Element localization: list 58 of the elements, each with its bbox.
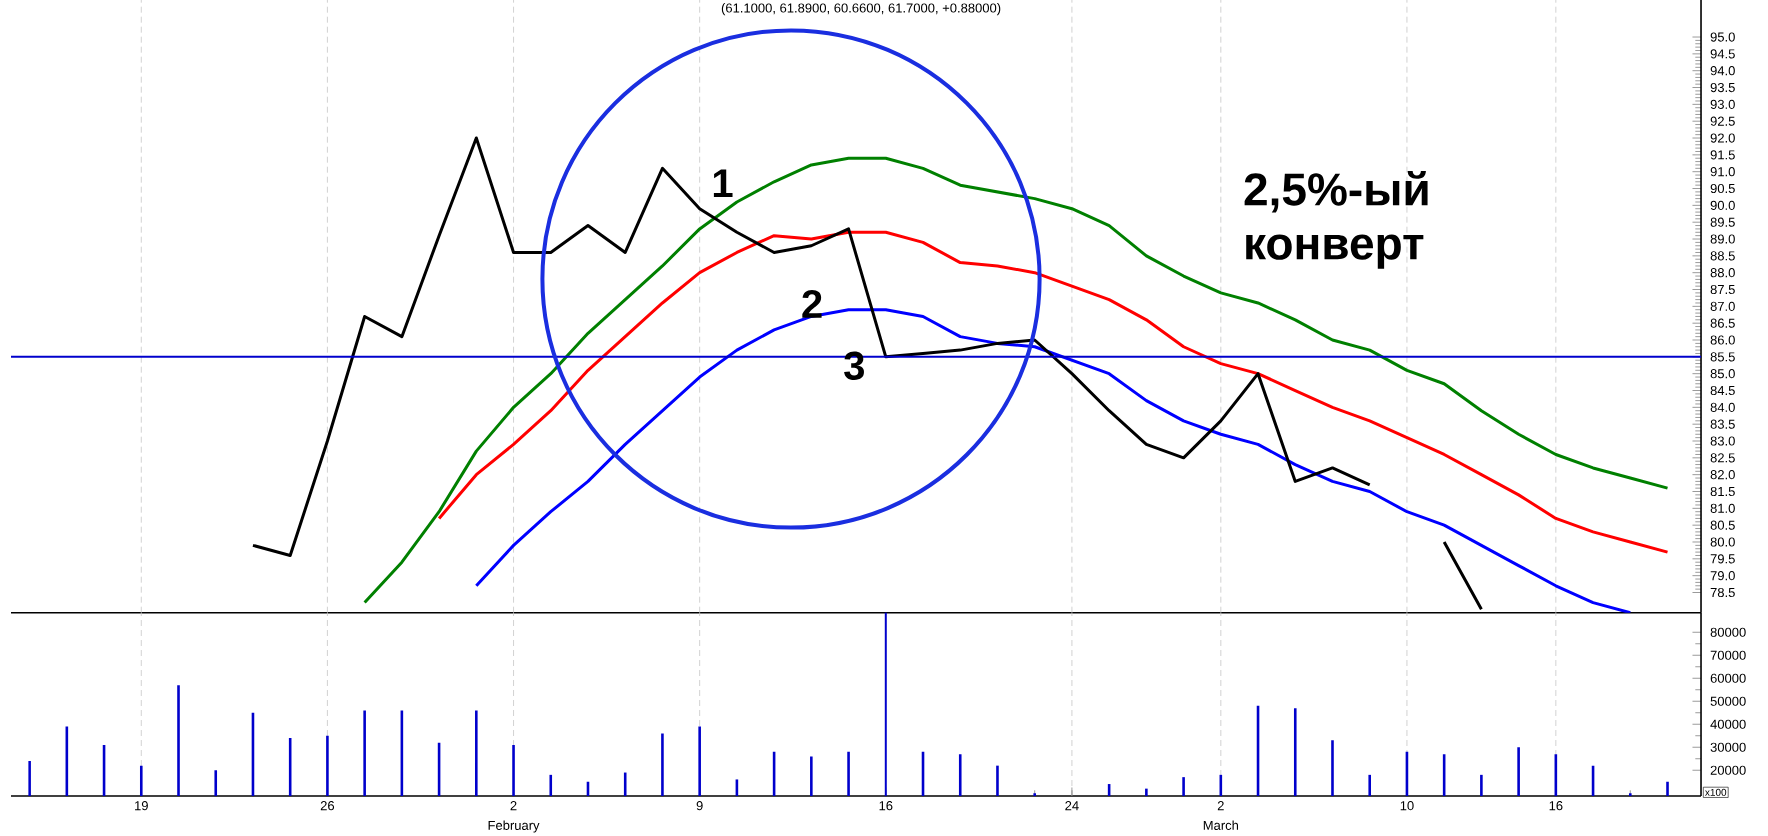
text: x100 bbox=[1705, 788, 1727, 796]
text: March bbox=[1203, 820, 1239, 830]
y-tick-label: 82.0 bbox=[1710, 470, 1735, 480]
y-tick-label: 86.5 bbox=[1710, 318, 1735, 328]
y-tick-label: 86.0 bbox=[1710, 335, 1735, 345]
y-tick-label: 91.0 bbox=[1710, 167, 1735, 177]
annotation: 2 bbox=[802, 289, 822, 318]
y-tick-label: 81.0 bbox=[1710, 503, 1735, 513]
x-tick-label: 9 bbox=[696, 801, 703, 811]
y-tick-label: 80.5 bbox=[1710, 520, 1735, 530]
y-tick-label: 81.5 bbox=[1710, 486, 1735, 497]
y-tick-label: 50000 bbox=[1710, 696, 1746, 706]
y-tick-label: 89.5 bbox=[1710, 217, 1735, 227]
y-tick-label: 79.5 bbox=[1710, 554, 1735, 564]
y-tick-label: 94.5 bbox=[1710, 49, 1735, 59]
y-tick-label: 88.5 bbox=[1710, 251, 1735, 261]
y-tick-label: 84.0 bbox=[1710, 402, 1735, 412]
y-tick-label: 93.0 bbox=[1710, 99, 1735, 109]
y-tick-label: 91.5 bbox=[1710, 150, 1735, 160]
y-tick-label: 30000 bbox=[1710, 742, 1746, 752]
x-tick-label: 10 bbox=[1400, 801, 1414, 811]
y-tick-label: 70000 bbox=[1710, 650, 1746, 660]
y-tick-label: 60000 bbox=[1710, 673, 1746, 683]
y-tick-label: 85.5 bbox=[1710, 352, 1735, 362]
y-tick-label: 20000 bbox=[1710, 765, 1746, 775]
y-tick-label: 40000 bbox=[1710, 719, 1746, 729]
x-tick-label: 24 bbox=[1065, 801, 1079, 811]
y-tick-label: 88.0 bbox=[1710, 268, 1735, 278]
annotation: 2,5%-ый конверт bbox=[1244, 171, 1428, 269]
y-tick-label: 89.0 bbox=[1710, 234, 1735, 244]
y-tick-label: 90.5 bbox=[1710, 183, 1735, 194]
y-tick-label: 78.5 bbox=[1710, 587, 1735, 598]
y-tick-label: 82.5 bbox=[1710, 453, 1735, 463]
y-tick-label: 80.0 bbox=[1710, 537, 1735, 547]
x-tick-label: 26 bbox=[320, 801, 335, 811]
y-tick-label: 92.0 bbox=[1710, 133, 1735, 143]
y-tick-label: 93.5 bbox=[1710, 82, 1735, 93]
y-tick-label: 95.0 bbox=[1710, 32, 1735, 42]
chart-title: (61.1000, 61.8900, 60.6600, 61.7000, +0.88000) bbox=[721, 3, 1001, 16]
y-tick-label: 79.0 bbox=[1710, 571, 1735, 581]
y-tick-label: 80000 bbox=[1710, 627, 1746, 637]
text: February bbox=[488, 820, 540, 833]
y-tick-label: 92.5 bbox=[1710, 116, 1735, 126]
x-tick-label: 16 bbox=[879, 801, 893, 811]
y-tick-label: 83.5 bbox=[1710, 419, 1735, 429]
annotation: 3 bbox=[844, 351, 864, 380]
y-tick-label: 94.0 bbox=[1710, 66, 1735, 76]
x-tick-label: 16 bbox=[1549, 801, 1563, 811]
x-tick-label: 2 bbox=[510, 801, 517, 811]
y-tick-label: 84.5 bbox=[1710, 385, 1735, 396]
y-tick-label: 85.0 bbox=[1710, 369, 1735, 379]
y-tick-label: 83.0 bbox=[1710, 436, 1735, 446]
x-tick-label: 2 bbox=[1217, 801, 1224, 811]
y-tick-label: 90.0 bbox=[1710, 200, 1735, 210]
annotation: 1 bbox=[713, 169, 733, 197]
y-tick-label: 87.5 bbox=[1710, 284, 1735, 295]
x-tick-label: 19 bbox=[135, 801, 148, 811]
y-tick-label: 87.0 bbox=[1710, 301, 1735, 311]
